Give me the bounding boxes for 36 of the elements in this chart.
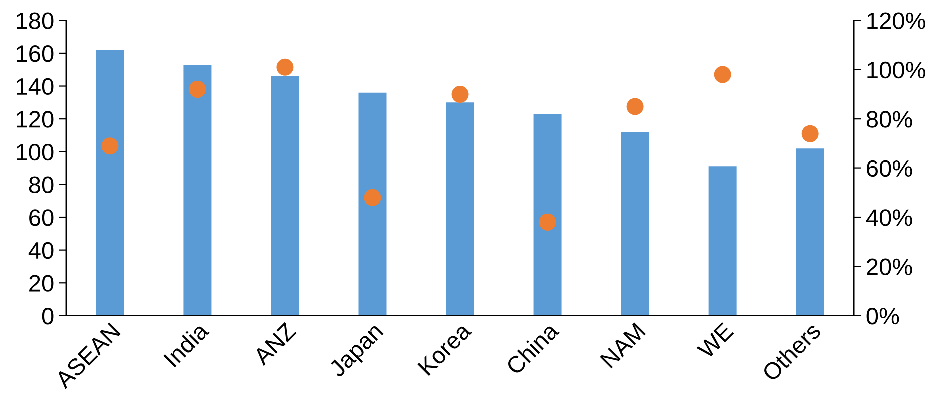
y2-tick-label: 60% xyxy=(867,160,912,178)
point xyxy=(802,125,819,142)
point xyxy=(189,81,206,98)
point xyxy=(714,66,732,84)
y2-tick-label: 0% xyxy=(866,308,900,325)
point xyxy=(539,214,556,231)
y-tick-label: 180 xyxy=(17,12,54,30)
point xyxy=(102,138,119,155)
y-tick-label: 60 xyxy=(30,210,54,226)
y2-tick-label: 120% xyxy=(868,12,926,30)
y-tick-label: 160 xyxy=(17,46,54,62)
bar xyxy=(271,76,300,316)
y2-tick-label: 80% xyxy=(866,111,912,128)
y2-tick-label: 20% xyxy=(867,258,912,276)
bar xyxy=(96,50,124,316)
y-tick-label: 80 xyxy=(29,176,54,194)
point xyxy=(364,189,382,206)
y-tick-label: 120 xyxy=(17,111,54,128)
bar xyxy=(621,132,650,316)
y2-tick-label: 100% xyxy=(868,62,926,79)
x-tick-label: WE xyxy=(696,322,734,360)
bar xyxy=(358,92,387,316)
bar xyxy=(796,148,824,316)
bar xyxy=(708,166,737,316)
point xyxy=(276,58,294,76)
y2-tick-label: 40% xyxy=(866,210,912,226)
y-tick-label: 20 xyxy=(30,275,54,292)
y-tick-label: 40 xyxy=(28,242,54,260)
bar xyxy=(184,64,212,316)
y-tick-label: 100 xyxy=(17,144,54,161)
bar xyxy=(446,102,474,316)
point xyxy=(452,86,469,103)
point xyxy=(626,98,644,116)
bar xyxy=(534,114,562,316)
y-tick-label: 140 xyxy=(17,78,54,96)
y-tick-label: 0 xyxy=(42,308,54,325)
